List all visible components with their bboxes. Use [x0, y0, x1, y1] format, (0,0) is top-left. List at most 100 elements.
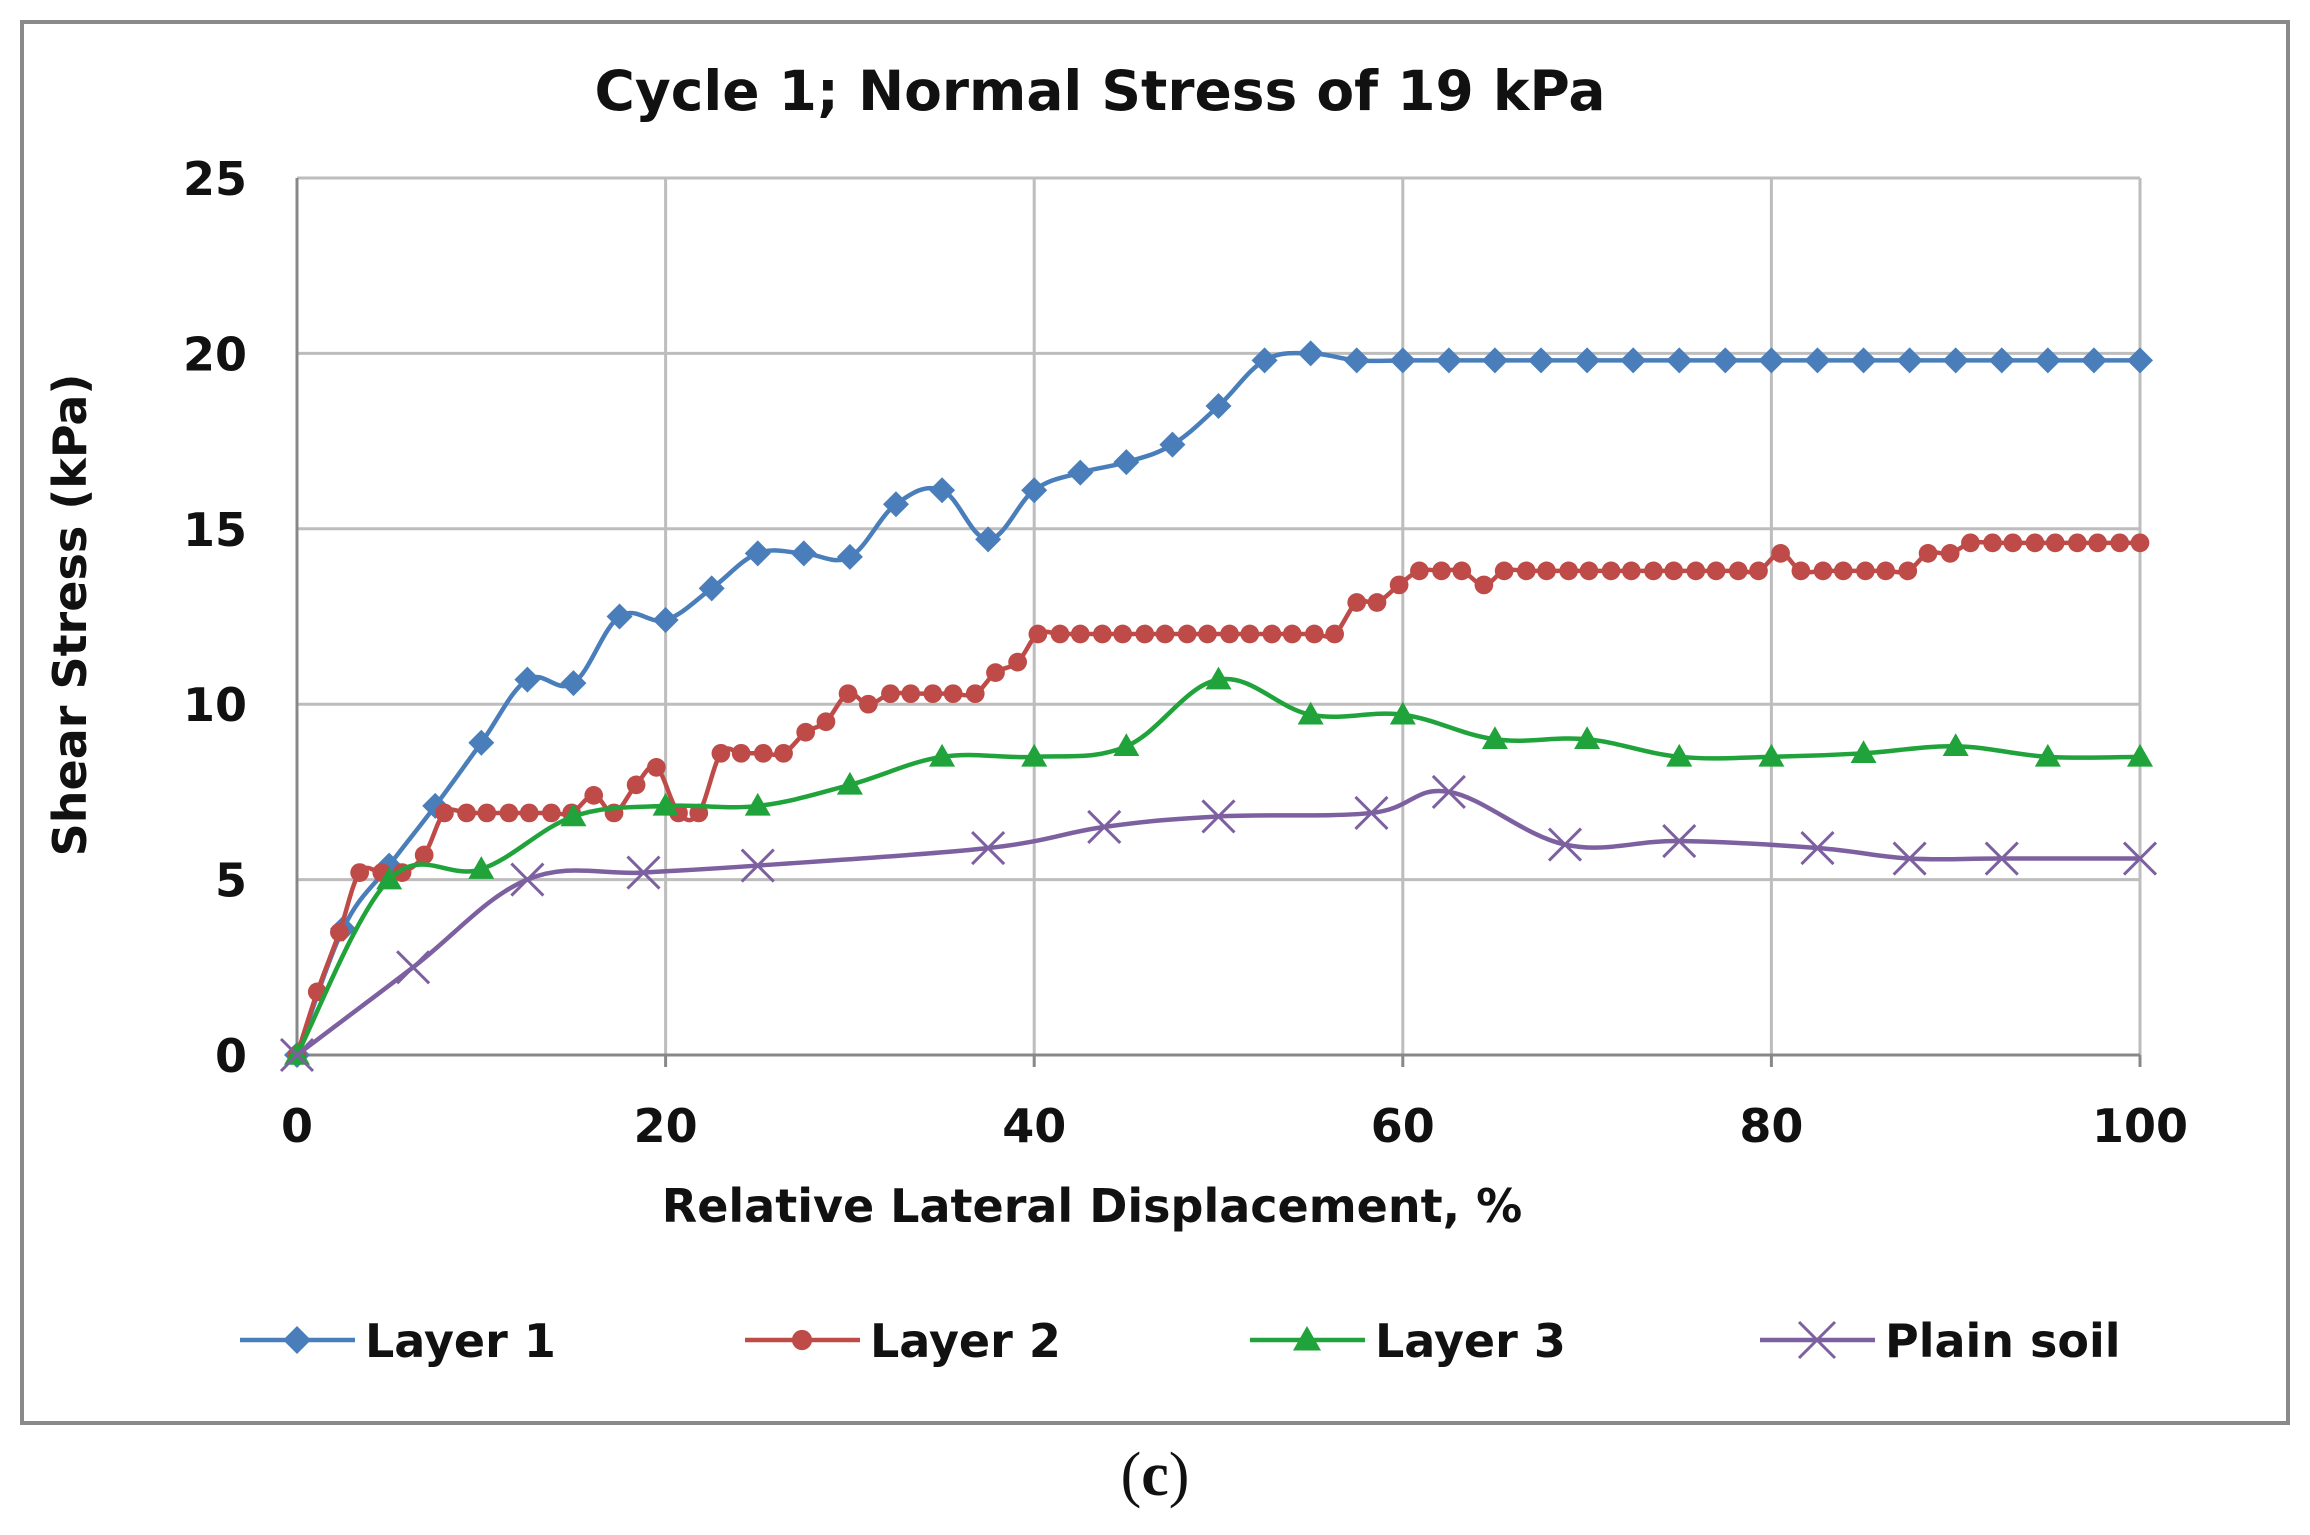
- data-point-layer-2: [330, 922, 349, 942]
- axes: 0 5 10 15 20 25 0 20 40 60 80 100: [183, 152, 2188, 1153]
- legend-item-plain-soil: Plain soil: [1760, 1314, 2121, 1368]
- data-point-layer-2: [1516, 561, 1536, 581]
- data-point-layer-2: [923, 684, 943, 704]
- chart-frame: [20, 20, 2290, 1425]
- data-point-plain-soil: [626, 855, 661, 890]
- data-point-layer-3: [1113, 733, 1140, 757]
- data-point-layer-1: [2127, 347, 2153, 374]
- data-point-layer-1: [1297, 340, 1324, 367]
- data-point-layer-2: [774, 743, 793, 763]
- panel-label: (c): [1120, 1441, 1190, 1509]
- series-line-plain-soil: [295, 788, 2140, 1057]
- data-point-layer-1: [1942, 347, 1969, 374]
- legend-marker-layer-2: [791, 1329, 813, 1351]
- x-tick-label: 80: [1739, 1099, 1803, 1153]
- grid-lines: [297, 176, 2142, 1055]
- data-point-layer-2: [1452, 561, 1472, 581]
- data-point-plain-soil: [1800, 830, 1835, 866]
- data-point-layer-3: [929, 743, 956, 767]
- data-point-layer-3: [836, 771, 863, 795]
- data-point-plain-soil: [1892, 841, 1927, 876]
- data-point-layer-1: [1666, 347, 1693, 374]
- data-point-layer-2: [1537, 561, 1556, 581]
- data-point-layer-2: [1876, 561, 1896, 581]
- data-point-layer-2: [519, 803, 539, 823]
- data-point-layer-2: [1050, 624, 1070, 644]
- data-point-layer-2: [1706, 561, 1726, 581]
- data-point-layer-2: [1410, 561, 1429, 581]
- legend-label-plain-soil: Plain soil: [1885, 1314, 2121, 1368]
- data-point-layer-1: [1758, 347, 1785, 374]
- data-point-layer-2: [1240, 624, 1260, 644]
- legend-marker-layer-3: [1293, 1326, 1321, 1351]
- y-axis-label: Shear Stress (kPa): [43, 374, 97, 857]
- series-layer-3: [284, 666, 2153, 1065]
- data-point-layer-2: [1813, 561, 1833, 581]
- data-point-plain-soil: [1354, 795, 1389, 831]
- data-point-layer-1: [836, 543, 863, 570]
- data-point-layer-2: [796, 722, 816, 742]
- data-point-layer-2: [858, 694, 878, 714]
- data-point-layer-3: [1666, 743, 1693, 767]
- data-point-layer-2: [435, 803, 454, 823]
- data-point-layer-2: [626, 775, 646, 795]
- legend: Layer 1 Layer 2 Layer 3 Plain soil: [240, 1314, 2121, 1368]
- data-point-plain-soil: [1662, 823, 1697, 859]
- data-point-layer-2: [1559, 561, 1579, 581]
- data-point-layer-3: [1389, 701, 1416, 725]
- line-chart: 0 5 10 15 20 25 0 20 40 60 80 100 Cycle 1; Normal S…: [43, 59, 2188, 1368]
- data-point-layer-2: [901, 684, 921, 704]
- data-point-plain-soil: [1547, 827, 1583, 862]
- data-point-layer-2: [753, 743, 773, 763]
- y-tick-label: 20: [183, 327, 247, 381]
- data-point-layer-2: [2110, 533, 2130, 553]
- data-point-layer-3: [1758, 743, 1785, 767]
- data-point-layer-2: [1749, 561, 1768, 581]
- data-point-layer-2: [647, 757, 666, 777]
- data-point-layer-2: [1898, 561, 1918, 581]
- data-point-layer-3: [1205, 666, 1232, 690]
- data-point-layer-1: [606, 603, 633, 630]
- data-point-layer-1: [1574, 347, 1601, 374]
- x-tick-label: 100: [2092, 1099, 2188, 1153]
- data-point-layer-2: [1113, 624, 1133, 644]
- data-point-layer-1: [882, 491, 909, 518]
- data-point-layer-3: [2034, 743, 2061, 767]
- data-point-layer-2: [1961, 533, 1980, 553]
- data-point-layer-2: [1325, 624, 1344, 644]
- data-point-layer-1: [975, 526, 1002, 553]
- data-point-plain-soil: [279, 1037, 315, 1073]
- data-point-layer-2: [1367, 593, 1387, 612]
- data-point-layer-1: [1896, 347, 1923, 374]
- data-point-layer-1: [514, 666, 541, 693]
- data-point-layer-2: [1474, 575, 1494, 595]
- data-point-layer-1: [468, 729, 495, 756]
- data-point-layer-1: [1528, 347, 1555, 374]
- data-point-layer-2: [1220, 624, 1239, 644]
- data-point-layer-1: [1850, 347, 1877, 374]
- data-point-layer-2: [499, 803, 519, 823]
- data-point-layer-2: [816, 712, 836, 732]
- data-point-layer-2: [2045, 533, 2065, 553]
- data-point-layer-3: [1297, 701, 1324, 725]
- data-point-layer-3: [1021, 743, 1048, 767]
- series-layer: [279, 340, 2158, 1073]
- legend-item-layer-1: Layer 1: [240, 1314, 556, 1368]
- data-point-plain-soil: [971, 830, 1006, 866]
- data-point-layer-2: [1347, 593, 1367, 612]
- data-point-layer-1: [1067, 459, 1094, 486]
- data-point-layer-1: [1804, 347, 1831, 374]
- y-tick-label: 25: [183, 152, 247, 206]
- data-point-layer-1: [1481, 347, 1508, 374]
- data-point-layer-2: [711, 743, 731, 763]
- data-point-layer-3: [744, 792, 771, 816]
- data-point-layer-2: [1940, 543, 1960, 563]
- data-point-layer-2: [1686, 561, 1706, 581]
- x-tick-label: 20: [634, 1099, 698, 1153]
- data-point-layer-2: [541, 803, 561, 823]
- data-point-layer-1: [2034, 347, 2061, 374]
- data-point-layer-2: [1791, 561, 1811, 581]
- data-point-layer-2: [2088, 533, 2107, 553]
- data-point-layer-1: [1021, 477, 1048, 504]
- data-point-layer-2: [2067, 533, 2087, 553]
